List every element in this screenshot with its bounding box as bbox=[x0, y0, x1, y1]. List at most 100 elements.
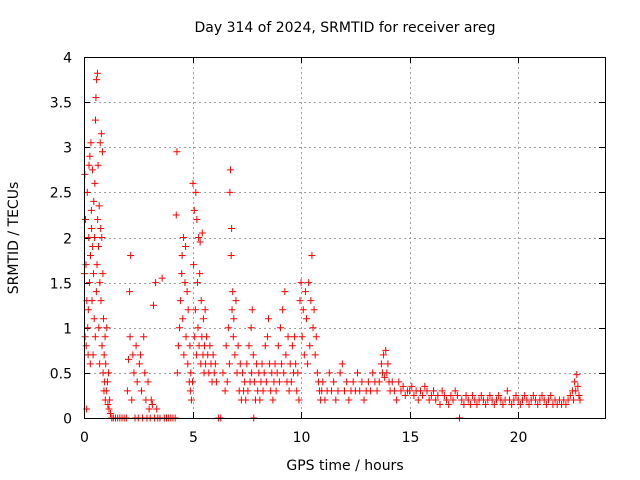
data-point bbox=[287, 378, 295, 386]
data-point bbox=[128, 396, 136, 404]
data-point bbox=[230, 315, 238, 323]
data-point bbox=[98, 234, 106, 241]
data-point bbox=[425, 396, 433, 404]
data-point bbox=[103, 378, 111, 386]
data-point bbox=[301, 288, 309, 296]
data-point bbox=[197, 297, 205, 305]
data-point bbox=[349, 378, 357, 386]
data-point bbox=[570, 396, 578, 404]
data-point bbox=[477, 391, 485, 399]
data-point bbox=[195, 234, 203, 241]
data-point bbox=[443, 396, 451, 404]
data-point bbox=[285, 387, 293, 395]
data-point bbox=[542, 400, 550, 408]
data-point bbox=[209, 351, 217, 359]
data-point bbox=[190, 261, 198, 269]
data-point bbox=[529, 391, 537, 399]
data-point bbox=[307, 297, 315, 305]
data-point bbox=[101, 333, 109, 341]
data-point bbox=[212, 378, 220, 386]
data-point bbox=[399, 382, 407, 390]
data-point bbox=[334, 387, 342, 395]
data-point bbox=[495, 391, 503, 399]
data-point bbox=[180, 351, 188, 359]
data-point bbox=[309, 324, 317, 332]
data-point bbox=[176, 324, 184, 332]
data-point bbox=[338, 360, 346, 368]
data-point bbox=[191, 306, 199, 314]
data-point bbox=[177, 297, 185, 305]
data-point bbox=[98, 148, 106, 156]
data-point bbox=[173, 148, 181, 156]
data-point bbox=[88, 297, 96, 305]
data-point bbox=[229, 333, 237, 341]
data-point bbox=[219, 369, 227, 377]
data-point bbox=[336, 369, 344, 377]
data-point bbox=[432, 396, 440, 404]
data-point bbox=[224, 324, 232, 332]
data-point bbox=[297, 279, 305, 287]
data-point bbox=[87, 206, 95, 214]
data-point bbox=[445, 400, 453, 408]
data-point bbox=[259, 387, 267, 395]
data-point bbox=[90, 315, 98, 323]
data-point bbox=[410, 391, 418, 399]
data-point bbox=[88, 166, 96, 174]
data-point bbox=[310, 306, 318, 314]
data-point bbox=[274, 342, 282, 350]
y-tick-label: 0.5 bbox=[50, 367, 72, 383]
data-point bbox=[332, 396, 340, 404]
data-point bbox=[572, 387, 580, 395]
data-point bbox=[82, 342, 90, 350]
data-point bbox=[262, 378, 270, 386]
y-tick-label: 1 bbox=[63, 322, 72, 338]
data-point bbox=[278, 360, 286, 368]
data-point bbox=[486, 391, 494, 399]
data-point bbox=[321, 396, 329, 404]
data-point bbox=[397, 387, 405, 395]
data-point bbox=[406, 387, 414, 395]
data-point bbox=[92, 116, 100, 124]
data-point bbox=[173, 369, 181, 377]
data-point bbox=[84, 306, 92, 314]
y-tick-label: 0 bbox=[63, 412, 72, 428]
data-point bbox=[490, 400, 498, 408]
data-point bbox=[292, 360, 300, 368]
data-point bbox=[516, 400, 524, 408]
data-point bbox=[319, 378, 327, 386]
data-point bbox=[196, 238, 204, 246]
data-point bbox=[130, 369, 138, 377]
data-point bbox=[449, 396, 457, 404]
data-point bbox=[458, 396, 466, 404]
data-point bbox=[98, 342, 106, 350]
plot-frame bbox=[84, 57, 606, 419]
x-tick-label: 0 bbox=[80, 430, 89, 446]
data-point bbox=[192, 188, 200, 196]
data-point bbox=[434, 391, 442, 399]
data-point bbox=[149, 301, 157, 309]
data-point bbox=[272, 387, 280, 395]
data-point bbox=[87, 252, 95, 260]
data-point bbox=[427, 391, 435, 399]
data-point bbox=[91, 333, 99, 341]
data-point bbox=[571, 378, 579, 386]
data-point bbox=[508, 400, 516, 408]
data-point bbox=[288, 342, 296, 350]
x-tick-label: 15 bbox=[402, 430, 420, 446]
data-point bbox=[133, 378, 141, 386]
data-point bbox=[96, 279, 104, 287]
data-point bbox=[194, 279, 202, 287]
data-point bbox=[291, 333, 299, 341]
data-point bbox=[248, 369, 256, 377]
data-point bbox=[312, 333, 320, 341]
data-point bbox=[250, 378, 258, 386]
data-point bbox=[562, 400, 570, 408]
data-point bbox=[256, 396, 264, 404]
data-point bbox=[94, 215, 102, 223]
data-point bbox=[281, 288, 289, 296]
data-point bbox=[190, 206, 198, 214]
data-point bbox=[430, 387, 438, 395]
data-point bbox=[295, 396, 303, 404]
data-point bbox=[106, 409, 114, 417]
data-point bbox=[127, 252, 135, 260]
